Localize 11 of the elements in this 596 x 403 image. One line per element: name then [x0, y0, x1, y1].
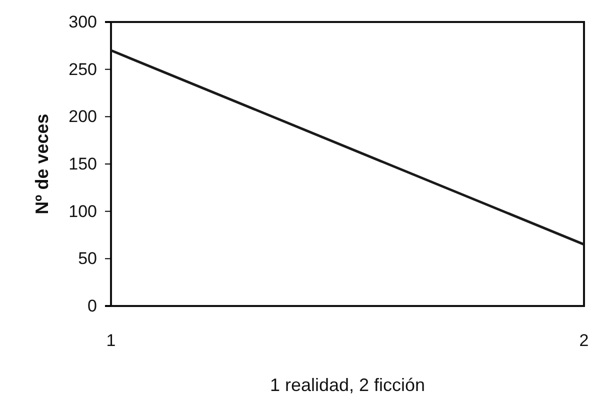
- y-axis-title: Nº de veces: [32, 114, 52, 214]
- y-tick-label: 50: [78, 249, 97, 268]
- y-tick-label: 150: [68, 154, 97, 174]
- x-tick-label: 2: [579, 331, 589, 350]
- y-tick-label: 100: [68, 202, 97, 221]
- y-tick-label: 200: [68, 107, 97, 126]
- x-axis-title: 1 realidad, 2 ficción: [270, 375, 426, 395]
- y-tick-label: 300: [68, 12, 97, 32]
- x-tick-label: 1: [106, 331, 116, 350]
- y-tick-label: 250: [68, 60, 97, 79]
- y-tick-label: 0: [88, 296, 97, 316]
